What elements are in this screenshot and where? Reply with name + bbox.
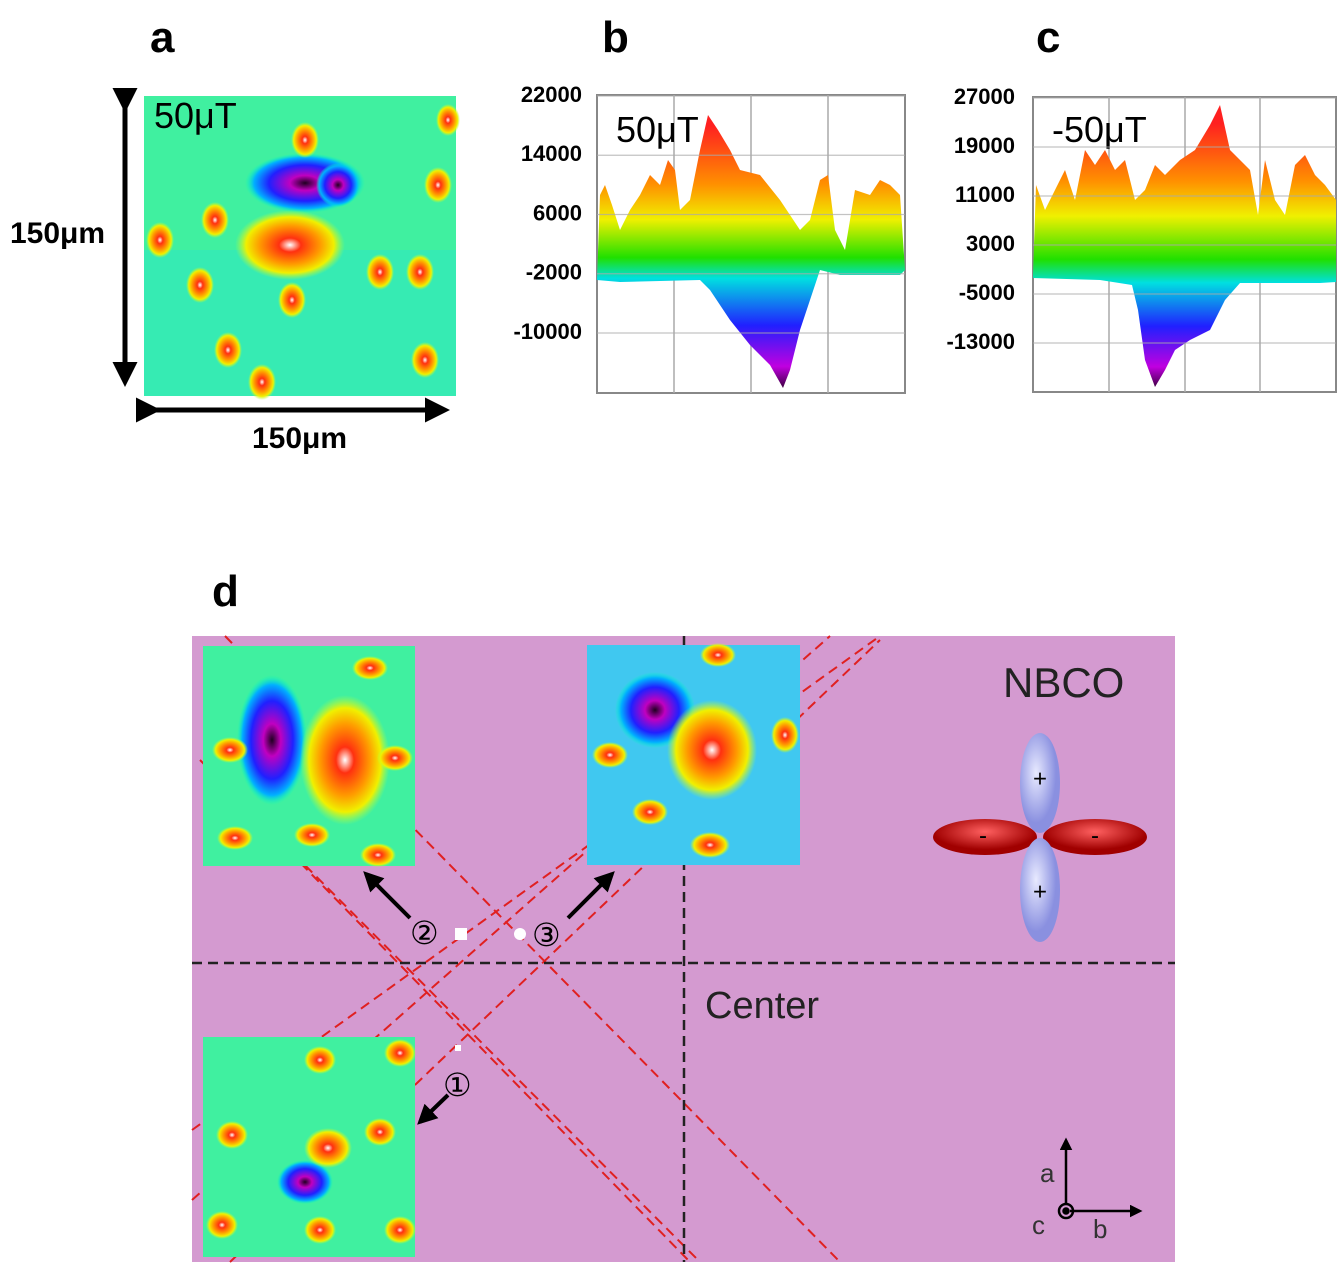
panel-label: a (150, 13, 175, 62)
material-label: NBCO (1003, 659, 1124, 706)
site-marker (455, 1045, 461, 1051)
axis-label: c (1032, 1210, 1045, 1240)
lobe-sign: - (1091, 822, 1099, 849)
site-marker (514, 928, 526, 940)
y-tick-label: 19000 (954, 133, 1015, 158)
axis-label: a (1040, 1158, 1055, 1188)
y-tick-label: -13000 (946, 329, 1015, 354)
center-label: Center (705, 985, 819, 1027)
neg-core (316, 163, 360, 207)
panel-label: b (602, 13, 629, 62)
inset-site-1 (203, 1037, 416, 1257)
lobe-sign: + (1033, 878, 1047, 905)
y-tick-label: 27000 (954, 84, 1015, 109)
panel-label: d (212, 567, 239, 616)
y-tick-label: 22000 (521, 82, 582, 107)
inset-site-2 (203, 646, 415, 867)
lobe-sign: + (1033, 765, 1047, 792)
y-tick-label: 11000 (955, 182, 1015, 207)
y-tick-label: -2000 (526, 260, 582, 285)
field-label: -50μT (1052, 109, 1147, 150)
heatmap-a (144, 96, 460, 400)
sample-diagram: ② ③ ① NBCO Center + + - - a b c (192, 636, 1175, 1262)
field-label: 50μT (616, 109, 699, 150)
site-label: ② (410, 915, 439, 951)
axis-label: b (1093, 1214, 1107, 1244)
y-tick-label: 14000 (521, 141, 582, 166)
figure: a 50μT 150μm 150μm b 50μT c (0, 0, 1338, 1263)
y-tick-label: 3000 (966, 231, 1015, 256)
y-tick-label: 6000 (533, 200, 582, 225)
site-marker (455, 928, 467, 940)
site-label: ③ (532, 917, 561, 953)
lobe-sign: - (979, 822, 987, 849)
height-label: 150μm (10, 217, 105, 250)
pos-vortex (235, 210, 345, 280)
inset-site-3 (587, 643, 800, 865)
panel-label: c (1036, 13, 1060, 62)
width-label: 150μm (252, 422, 347, 455)
site-label: ① (443, 1067, 472, 1103)
y-tick-label: -10000 (513, 319, 582, 344)
field-label: 50μT (154, 95, 237, 136)
y-tick-label: -5000 (959, 280, 1015, 305)
